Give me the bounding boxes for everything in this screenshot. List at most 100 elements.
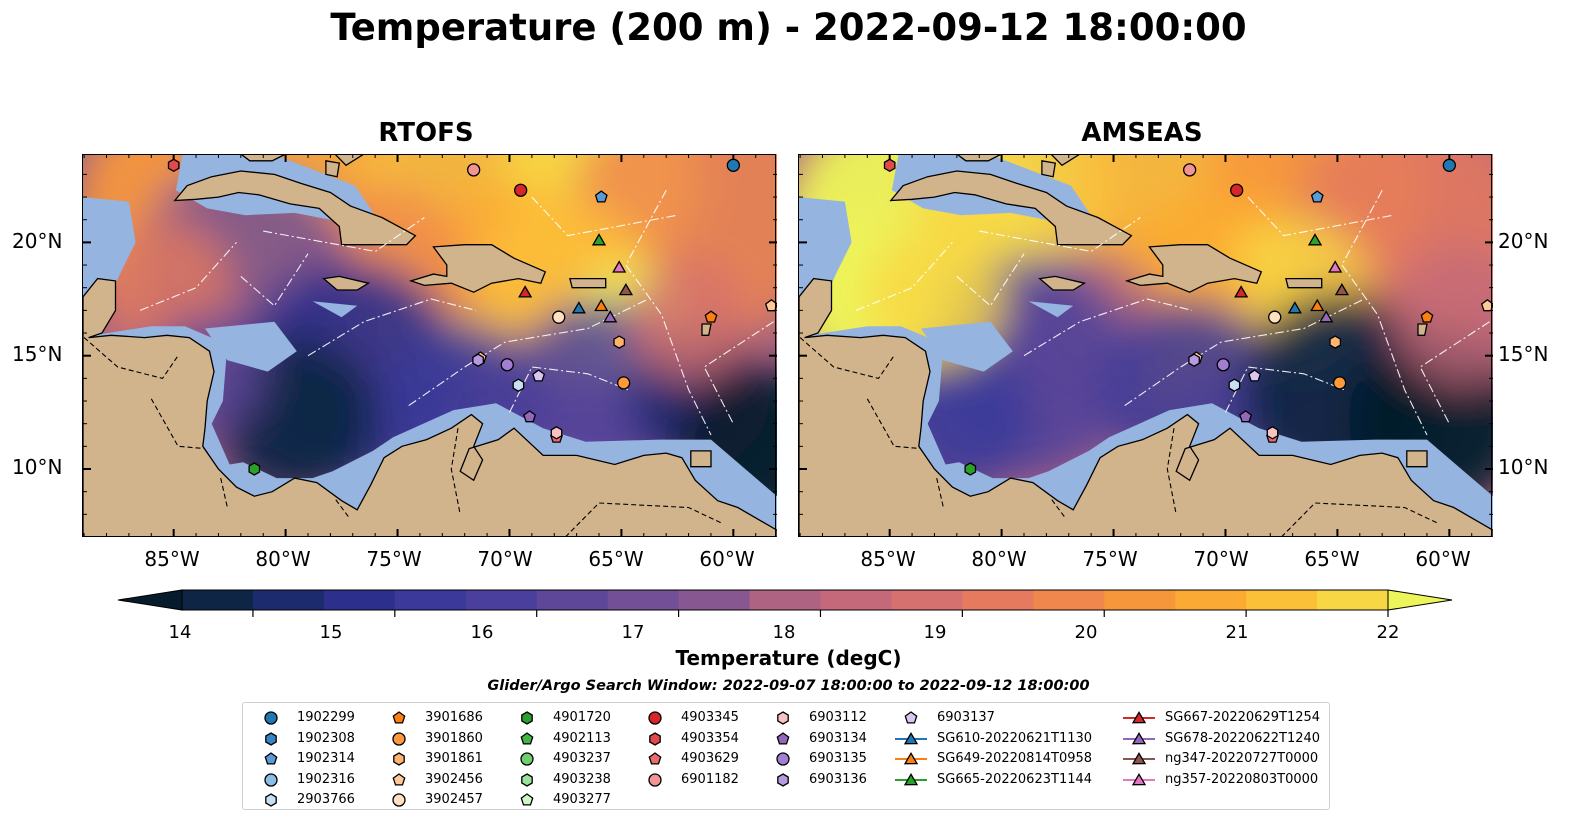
colorbar-segment xyxy=(394,590,467,610)
legend-marker-hexagon-icon xyxy=(649,731,661,746)
lat-label-20n: 20°N xyxy=(12,229,63,253)
map-marker-6903137-amseas xyxy=(1248,369,1262,382)
legend-label: 4903238 xyxy=(553,771,611,787)
map-marker-ex-2-rtofs xyxy=(764,298,777,312)
legend-label: 3902457 xyxy=(425,792,483,807)
map-marker-3901686-rtofs xyxy=(704,310,718,323)
legend-marker-hexagon-icon xyxy=(777,711,789,725)
colorbar-segment xyxy=(607,590,680,610)
colorbar-segment xyxy=(962,590,1034,610)
legend-marker-circle-icon xyxy=(648,772,662,787)
map-marker-4903345-amseas xyxy=(1230,183,1244,197)
legend-marker-pentagon-icon xyxy=(520,793,534,806)
colorbar-segment xyxy=(1033,590,1105,610)
legend-label: 4903629 xyxy=(681,751,739,766)
colorbar-tick-15: 15 xyxy=(319,622,343,643)
map-marker-4903345-rtofs xyxy=(514,183,528,197)
legend-label: ng347-20220727T0000 xyxy=(1165,751,1319,766)
lon-label-85w-right: 85°W xyxy=(860,547,916,571)
map-marker-6903135-amseas xyxy=(1216,358,1230,372)
map-marker-6903112-rtofs xyxy=(550,426,563,440)
map-marker-4903354-rtofs xyxy=(167,158,180,173)
colorbar-segment xyxy=(891,590,963,610)
lat-label-10n: 10°N xyxy=(12,455,63,479)
colorbar-extend-min xyxy=(117,589,183,611)
lon-label-70w: 70°W xyxy=(477,547,533,571)
legend-label: 3902456 xyxy=(425,771,483,787)
legend-label: 3901861 xyxy=(425,751,483,766)
map-marker-3901861-rtofs xyxy=(613,335,626,349)
lat-label-15n-right: 15°N xyxy=(1498,342,1549,366)
lon-label-70w-right: 70°W xyxy=(1193,547,1249,571)
colorbar-tick-16: 16 xyxy=(470,622,494,643)
figure-title: Temperature (200 m) - 2022-09-12 18:00:0… xyxy=(330,6,1247,49)
legend-label: 6903136 xyxy=(809,771,867,787)
map-marker-sg678-rtofs xyxy=(603,310,618,323)
map-marker-6903136-amseas xyxy=(1188,353,1200,367)
map-marker-3901686-amseas xyxy=(1420,310,1434,323)
panel-title-rtofs: RTOFS xyxy=(378,118,474,148)
colorbar-segment xyxy=(1104,590,1176,610)
legend-label: 2903766 xyxy=(297,792,355,807)
colorbar xyxy=(117,589,1453,617)
legend-marker-triangle-icon xyxy=(903,772,919,785)
map-marker-3902457-amseas xyxy=(1268,310,1282,324)
map-marker-ng357-rtofs xyxy=(612,260,627,273)
map-marker-6903134-amseas xyxy=(1239,410,1253,423)
legend-marker-triangle-icon xyxy=(1131,731,1147,744)
legend-marker-triangle-icon xyxy=(1131,711,1147,724)
map-marker-sg678-amseas xyxy=(1319,310,1334,323)
legend-label: 6903137 xyxy=(937,710,995,725)
legend-marker-hexagon-icon xyxy=(265,731,277,746)
map-marker-ng357-amseas xyxy=(1328,260,1343,273)
legend-label: 4902113 xyxy=(553,730,611,746)
legend-marker-hexagon-icon xyxy=(393,752,405,766)
search-window-caption: Glider/Argo Search Window: 2022-09-07 18… xyxy=(487,678,1090,694)
legend-marker-triangle-icon xyxy=(1131,772,1147,785)
legend-label: SG610-20220621T1130 xyxy=(937,730,1093,746)
colorbar-extend-max xyxy=(1387,589,1453,611)
colorbar-tick-14: 14 xyxy=(168,622,192,643)
colorbar-segment xyxy=(820,590,893,610)
map-marker-1902314-rtofs xyxy=(594,190,608,203)
legend-label: 6901182 xyxy=(681,771,739,787)
legend-label: 4901720 xyxy=(553,710,611,725)
legend-label: 1902316 xyxy=(297,771,355,787)
colorbar-tick-18: 18 xyxy=(772,622,796,643)
map-marker-sg665-rtofs xyxy=(591,233,607,246)
legend-label: SG665-20220623T1144 xyxy=(937,771,1093,787)
map-rtofs xyxy=(83,154,777,537)
map-marker-sg665-amseas xyxy=(1307,233,1323,246)
map-marker-3901860-amseas xyxy=(1332,376,1347,390)
legend-label: ng357-20220803T0000 xyxy=(1165,771,1319,787)
colorbar-tick-21: 21 xyxy=(1225,622,1249,643)
legend-label: 6903134 xyxy=(809,730,867,746)
colorbar-segment xyxy=(1175,590,1247,610)
map-marker-1902314-amseas xyxy=(1310,190,1324,203)
map-marker-2903766-amseas xyxy=(1228,378,1241,392)
lon-label-80w: 80°W xyxy=(255,547,311,571)
map-marker-1902299-amseas xyxy=(1442,158,1456,172)
legend-label: 4903237 xyxy=(553,751,611,766)
legend-marker-circle-icon xyxy=(520,752,534,766)
legend-label: 3901686 xyxy=(425,710,483,725)
legend-label: 3901860 xyxy=(425,730,483,746)
lon-label-75w-right: 75°W xyxy=(1082,547,1138,571)
legend-marker-pentagon-icon xyxy=(520,731,534,745)
legend-label: 1902308 xyxy=(297,730,355,746)
colorbar-segment xyxy=(323,590,396,610)
lon-label-80w-right: 80°W xyxy=(971,547,1027,571)
map-marker-6901182-rtofs xyxy=(467,163,481,177)
legend-label: 4903277 xyxy=(553,792,611,807)
legend-marker-pentagon-icon xyxy=(776,731,790,745)
legend-marker-pentagon-icon xyxy=(392,772,406,786)
map-marker-6903134-rtofs xyxy=(523,410,537,423)
legend: 1902299 1902308 1902314 1902316 2903766 39016… xyxy=(242,702,1330,810)
legend-marker-triangle-icon xyxy=(1131,752,1147,765)
map-marker-ng347-rtofs xyxy=(618,283,634,296)
map-marker-6903136-rtofs xyxy=(472,353,484,367)
legend-marker-pentagon-icon xyxy=(264,752,278,765)
lon-label-60w-right: 60°W xyxy=(1415,547,1471,571)
legend-marker-pentagon-icon xyxy=(648,752,662,765)
legend-marker-hexagon-icon xyxy=(521,711,533,725)
